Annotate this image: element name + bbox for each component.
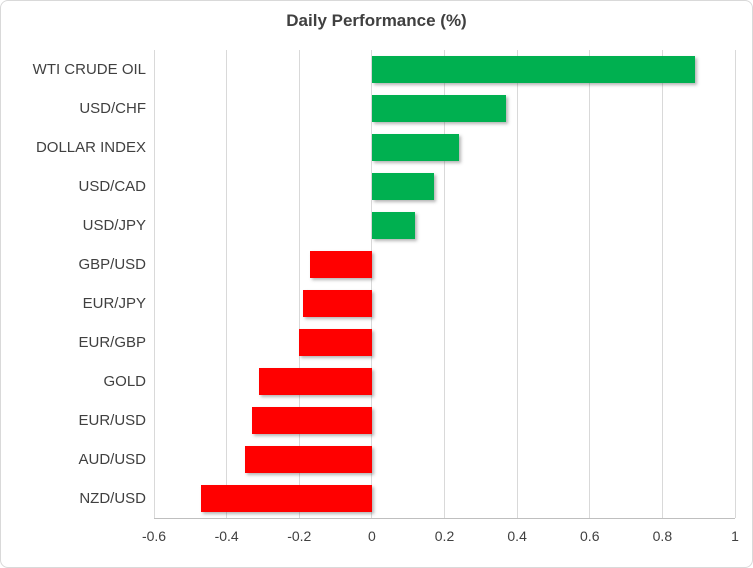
category-label-usd-cad: USD/CAD — [78, 178, 146, 195]
x-tick-label--0.6: -0.6 — [141, 528, 167, 544]
bar-dollar-index — [371, 134, 460, 161]
value-axis: -0.6 -0.4 -0.2 0 0.2 0.4 0.6 0.8 1 — [1, 528, 752, 550]
x-tick-label-0.4: 0.4 — [507, 528, 527, 544]
x-tick-label--0.2: -0.2 — [287, 528, 312, 544]
chart-title: Daily Performance (%) — [286, 11, 467, 30]
x-tick-label-0.2: 0.2 — [434, 528, 455, 544]
x-tick-label-0.6: 0.6 — [580, 528, 600, 544]
bar-gold — [259, 368, 372, 395]
bar-nzd-usd — [201, 485, 372, 512]
gridline--0.4 — [226, 50, 228, 518]
x-tick-label--0.4: -0.4 — [214, 528, 239, 544]
category-label-aud-usd: AUD/USD — [78, 451, 146, 468]
category-label-eur-jpy: EUR/JPY — [82, 295, 146, 312]
category-label-gbp-usd: GBP/USD — [78, 256, 146, 273]
category-label-usd-jpy: USD/JPY — [82, 217, 146, 234]
gridline-1 — [734, 50, 736, 518]
bar-usd-cad — [371, 173, 434, 200]
bar-aud-usd — [244, 446, 372, 473]
bar-gbp-usd — [310, 251, 372, 278]
x-tick-label-0: 0 — [367, 528, 376, 544]
category-label-nzd-usd: NZD/USD — [79, 490, 146, 507]
bar-eur-usd — [252, 407, 372, 434]
bar-eur-gbp — [299, 329, 372, 356]
x-tick-label-1: 1 — [731, 528, 739, 544]
category-label-eur-gbp: EUR/GBP — [78, 334, 146, 351]
bar-eur-jpy — [302, 290, 372, 317]
x-tick-label-0.8: 0.8 — [652, 528, 673, 544]
gridline-0 — [371, 50, 373, 518]
bar-usd-chf — [371, 95, 507, 122]
bar-wti-crude-oil — [371, 56, 696, 83]
category-label-eur-usd: EUR/USD — [78, 412, 146, 429]
gridline--0.2 — [298, 50, 300, 518]
gridline-0.2 — [444, 50, 445, 518]
category-label-dollar-index: DOLLAR INDEX — [35, 139, 146, 156]
gridline-0.6 — [589, 50, 591, 518]
plot-area — [153, 50, 736, 519]
category-label-gold: GOLD — [103, 373, 146, 390]
gridline--0.6 — [153, 50, 155, 518]
category-label-usd-chf: USD/CHF — [79, 100, 146, 117]
bar-usd-jpy — [371, 212, 416, 239]
gridline-0.4 — [516, 50, 518, 518]
category-label-wti-crude-oil: WTI CRUDE OIL — [32, 61, 146, 78]
category-axis: WTI CRUDE OIL USD/CHF DOLLAR INDEX USD/CAD U… — [1, 50, 146, 518]
gridline-0.8 — [661, 50, 663, 518]
